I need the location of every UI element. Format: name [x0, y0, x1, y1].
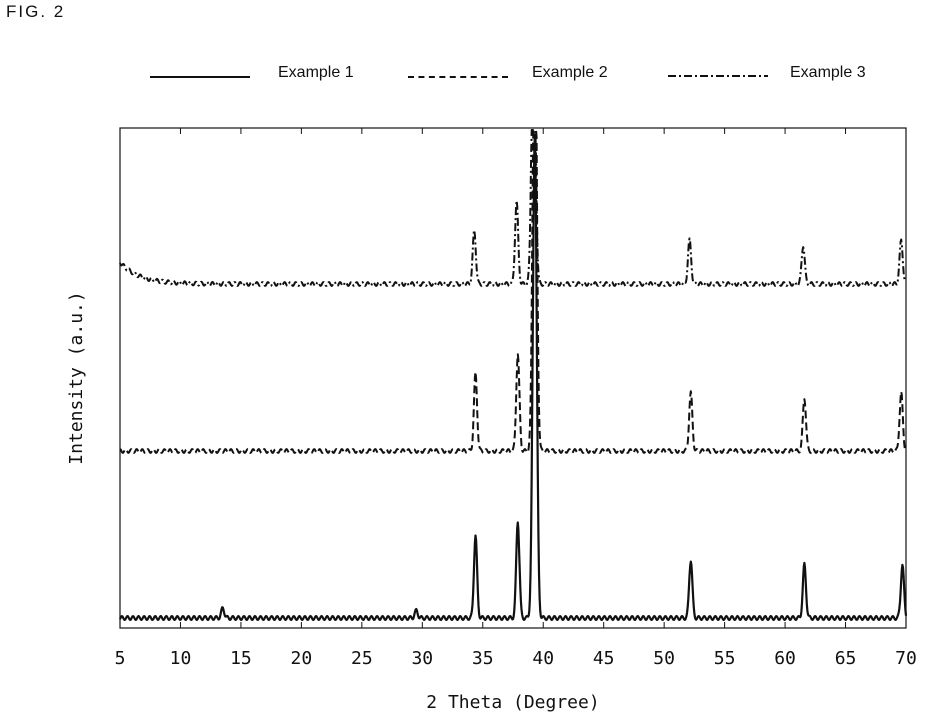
- series-curves: [120, 130, 906, 620]
- x-tick-label: 45: [593, 648, 615, 669]
- x-tick-label: 70: [895, 648, 917, 669]
- series-line-example-1: [120, 135, 906, 620]
- plot-frame: [120, 128, 906, 628]
- x-tick-label: 60: [774, 648, 796, 669]
- x-axis-label: 2 Theta (Degree): [426, 692, 599, 713]
- x-tick-label: 20: [291, 648, 313, 669]
- x-tick-label: 25: [351, 648, 373, 669]
- x-tick-label: 15: [230, 648, 252, 669]
- x-tick-label: 50: [653, 648, 675, 669]
- x-tick-label: 35: [472, 648, 494, 669]
- x-tick-label: 10: [170, 648, 192, 669]
- x-tick-label: 65: [835, 648, 857, 669]
- series-line-example-3: [120, 130, 906, 286]
- x-tick-label: 40: [532, 648, 554, 669]
- x-tick-label: 55: [714, 648, 736, 669]
- series-line-example-2: [120, 130, 906, 453]
- x-tick-label: 30: [411, 648, 433, 669]
- y-axis-label: Intensity (a.u.): [66, 291, 87, 464]
- x-tick-label: 5: [115, 648, 126, 669]
